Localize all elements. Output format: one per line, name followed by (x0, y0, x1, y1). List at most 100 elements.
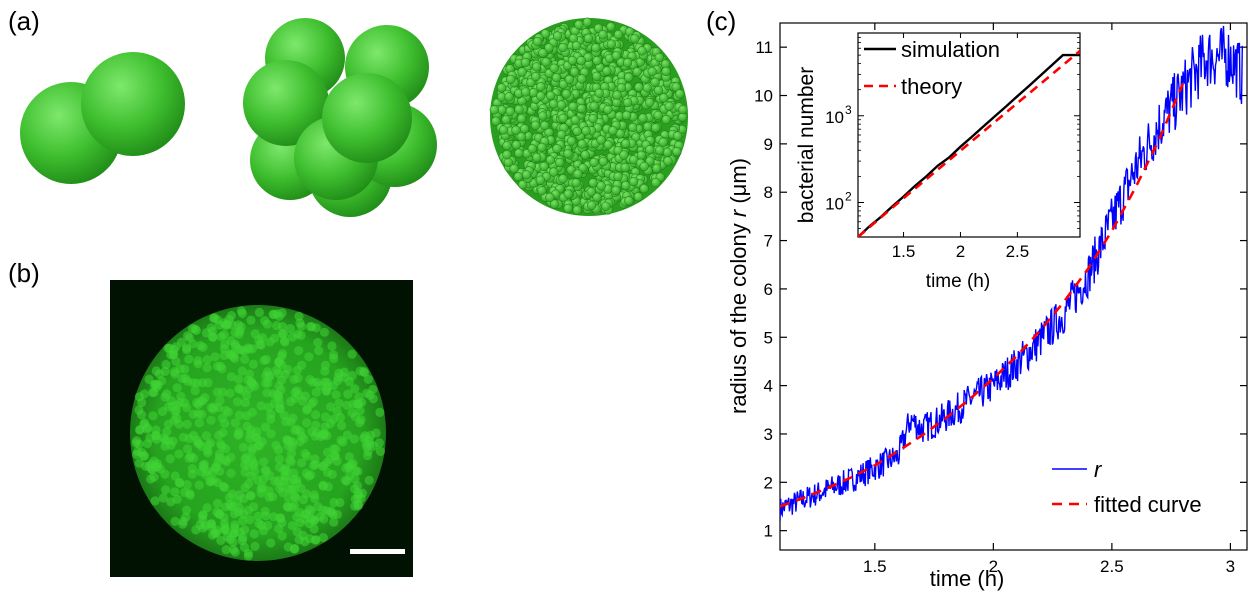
colony-cell (502, 150, 512, 160)
micrograph-cell (158, 493, 168, 503)
micrograph-cell (227, 489, 237, 499)
main-y-tick-label: 10 (754, 87, 773, 106)
micrograph-cell (234, 426, 244, 437)
colony-cell (491, 116, 501, 126)
micrograph-cell (245, 433, 255, 444)
colony-cell (577, 139, 587, 149)
colony-cell (642, 83, 652, 93)
micrograph-cell (233, 320, 243, 330)
micrograph-cell (279, 410, 289, 420)
legend-label-theory: theory (901, 74, 962, 99)
micrograph-cell (201, 431, 211, 441)
micrograph-cell (249, 529, 259, 539)
micrograph-cell (310, 535, 320, 545)
micrograph-cell (190, 386, 200, 396)
colony-cell (651, 163, 662, 173)
micrograph-cell (214, 320, 224, 330)
colony-cell (505, 106, 515, 117)
micrograph-cell (314, 346, 324, 356)
panel-a-eight-cells (243, 18, 437, 217)
micrograph-cell (262, 388, 272, 398)
colony-cell (638, 113, 648, 123)
colony-cell (558, 174, 568, 184)
micrograph-cell (203, 445, 213, 455)
micrograph-cell (343, 389, 353, 399)
micrograph-cell (311, 410, 321, 420)
colony-cell (561, 89, 571, 99)
micrograph-cell (261, 422, 271, 432)
micrograph-cell (296, 483, 306, 493)
micrograph-cell (283, 364, 293, 374)
colony-cell (570, 115, 580, 125)
micrograph-cell (182, 480, 192, 490)
micrograph-cell (160, 435, 170, 445)
micrograph-cell (329, 353, 339, 364)
colony-cell (613, 171, 623, 182)
inset-x-axis-label: time (h) (926, 271, 990, 292)
colony-cell (549, 199, 560, 209)
micrograph-cell (174, 477, 184, 487)
colony-cell (628, 122, 638, 133)
colony-cell (567, 55, 578, 66)
series-line-fitted-curve (780, 82, 1185, 508)
micrograph-cell (246, 315, 256, 325)
colony-cell (572, 126, 582, 137)
colony-cell (624, 72, 634, 82)
micrograph-cell (257, 333, 268, 343)
micrograph-cell (320, 360, 330, 370)
micrograph-cell (216, 536, 226, 546)
micrograph-cell (221, 444, 231, 454)
micrograph-cell (174, 449, 184, 459)
colony-cell (613, 29, 624, 40)
micrograph-cell (194, 480, 204, 490)
colony-cell (658, 137, 668, 147)
micrograph-cell (307, 427, 317, 437)
colony-cell (514, 104, 524, 115)
micrograph-cell (152, 434, 162, 444)
micrograph-cell (266, 538, 276, 548)
inset-legend: simulation theory (864, 37, 1000, 99)
colony-cell (586, 187, 596, 197)
micrograph-cell (240, 354, 250, 364)
micrograph-cell (148, 411, 158, 421)
micrograph-cell (276, 375, 287, 385)
colony-cell (594, 88, 604, 98)
legend-label-simulation: simulation (901, 37, 1000, 62)
colony-cell (551, 73, 562, 83)
micrograph-cell (289, 374, 299, 384)
micrograph-cell (350, 384, 360, 394)
micrograph-cell (332, 456, 342, 466)
colony-cell (645, 156, 655, 166)
micrograph-cell (286, 417, 296, 427)
colony-cell (539, 161, 549, 172)
colony-cell (645, 97, 655, 108)
colony-cell (639, 161, 649, 172)
micrograph-cell (140, 418, 150, 428)
micrograph-cell (178, 432, 188, 442)
micrograph-cell (208, 475, 218, 485)
micrograph-cell (309, 524, 319, 534)
micrograph-cell (362, 451, 373, 461)
micrograph-cell (259, 457, 269, 467)
micrograph-cell (351, 466, 361, 476)
colony-cell (588, 113, 598, 124)
colony-cell (552, 31, 563, 41)
micrograph-cell (259, 355, 269, 365)
colony-cell (569, 67, 580, 77)
micrograph-cell (309, 490, 319, 500)
micrograph-cell (172, 400, 182, 410)
micrograph-cell (171, 342, 181, 352)
micrograph-cell (265, 337, 275, 347)
colony-cell (653, 110, 663, 121)
panel-a-two-cells (20, 52, 185, 184)
main-x-tick-label: 2.5 (1100, 557, 1124, 576)
micrograph-cell (271, 321, 282, 331)
micrograph-cell (209, 313, 219, 323)
colony-cell (583, 33, 594, 43)
micrograph-cell (362, 388, 372, 398)
micrograph-cell (216, 332, 226, 342)
micrograph-cell (319, 327, 330, 337)
micrograph-cell (283, 493, 293, 503)
colony-cell (571, 41, 582, 51)
